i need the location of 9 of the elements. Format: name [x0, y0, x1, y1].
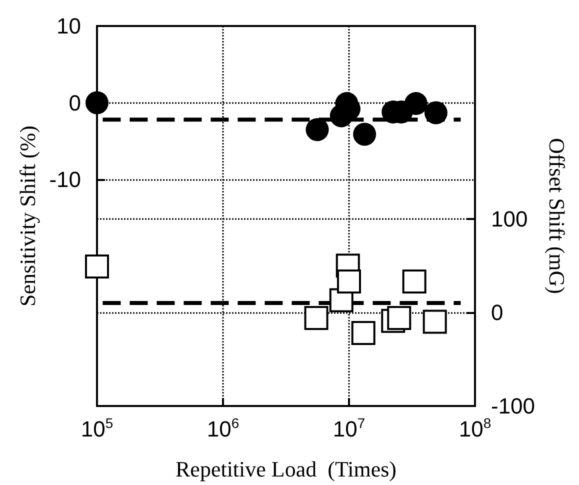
y2-axis-title: Offset Shift (mG): [544, 138, 570, 294]
y2-tick-label: 0: [491, 300, 504, 325]
y2-tick-label: -100: [491, 394, 536, 418]
y-tick-label: 10: [56, 14, 81, 38]
x-axis-title: Repetitive Load (Times): [176, 456, 396, 482]
y-tick-label: 0: [68, 90, 81, 116]
y2-tick-label: 100: [491, 206, 528, 232]
y-tick-label: -10: [49, 167, 81, 192]
y-axis-title: Sensitivity Shift (%): [14, 126, 40, 306]
